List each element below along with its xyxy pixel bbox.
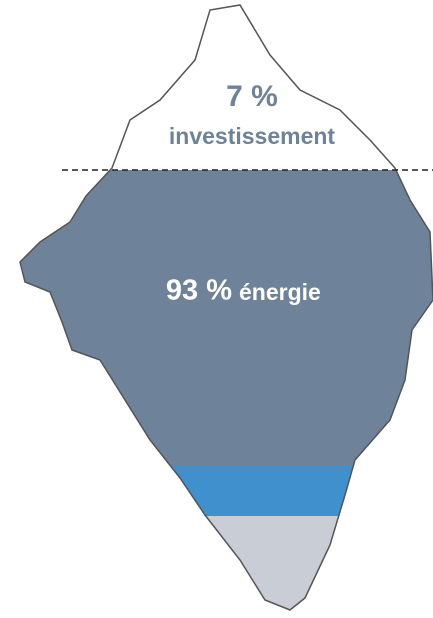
blue-band — [0, 466, 433, 516]
tip-label: investissement — [169, 123, 336, 149]
iceberg-diagram: 7 % investissement 93 % énergie — [0, 0, 433, 613]
tip-value: 7 % — [226, 80, 278, 113]
body-label: énergie — [239, 279, 321, 305]
body-value: 93 % — [166, 275, 232, 307]
body-fill — [0, 170, 433, 466]
